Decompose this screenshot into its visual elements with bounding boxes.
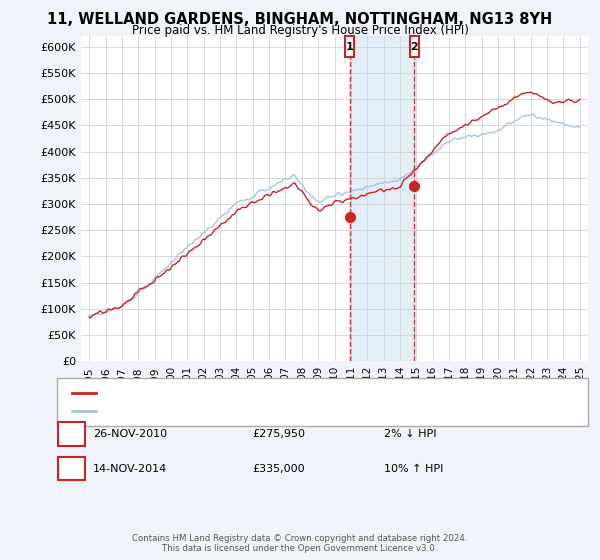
Text: 1: 1 — [346, 42, 353, 52]
Text: 10% ↑ HPI: 10% ↑ HPI — [384, 464, 443, 474]
Text: 14-NOV-2014: 14-NOV-2014 — [93, 464, 167, 474]
Bar — [345, 36, 354, 57]
Text: Price paid vs. HM Land Registry's House Price Index (HPI): Price paid vs. HM Land Registry's House … — [131, 24, 469, 36]
Text: 2: 2 — [410, 42, 418, 52]
Text: 11, WELLAND GARDENS, BINGHAM, NOTTINGHAM, NG13 8YH: 11, WELLAND GARDENS, BINGHAM, NOTTINGHAM… — [47, 12, 553, 27]
Text: 2: 2 — [68, 464, 75, 474]
Text: £275,950: £275,950 — [252, 429, 305, 439]
Text: Contains HM Land Registry data © Crown copyright and database right 2024.
This d: Contains HM Land Registry data © Crown c… — [132, 534, 468, 553]
Text: HPI: Average price, detached house, Rushcliffe: HPI: Average price, detached house, Rush… — [102, 406, 346, 416]
Text: £335,000: £335,000 — [252, 464, 305, 474]
Text: 26-NOV-2010: 26-NOV-2010 — [93, 429, 167, 439]
Text: 2% ↓ HPI: 2% ↓ HPI — [384, 429, 437, 439]
Text: 1: 1 — [68, 429, 75, 439]
Bar — [410, 36, 419, 57]
Bar — [350, 36, 415, 361]
Text: 11, WELLAND GARDENS, BINGHAM, NOTTINGHAM, NG13 8YH (detached house): 11, WELLAND GARDENS, BINGHAM, NOTTINGHAM… — [102, 388, 516, 398]
